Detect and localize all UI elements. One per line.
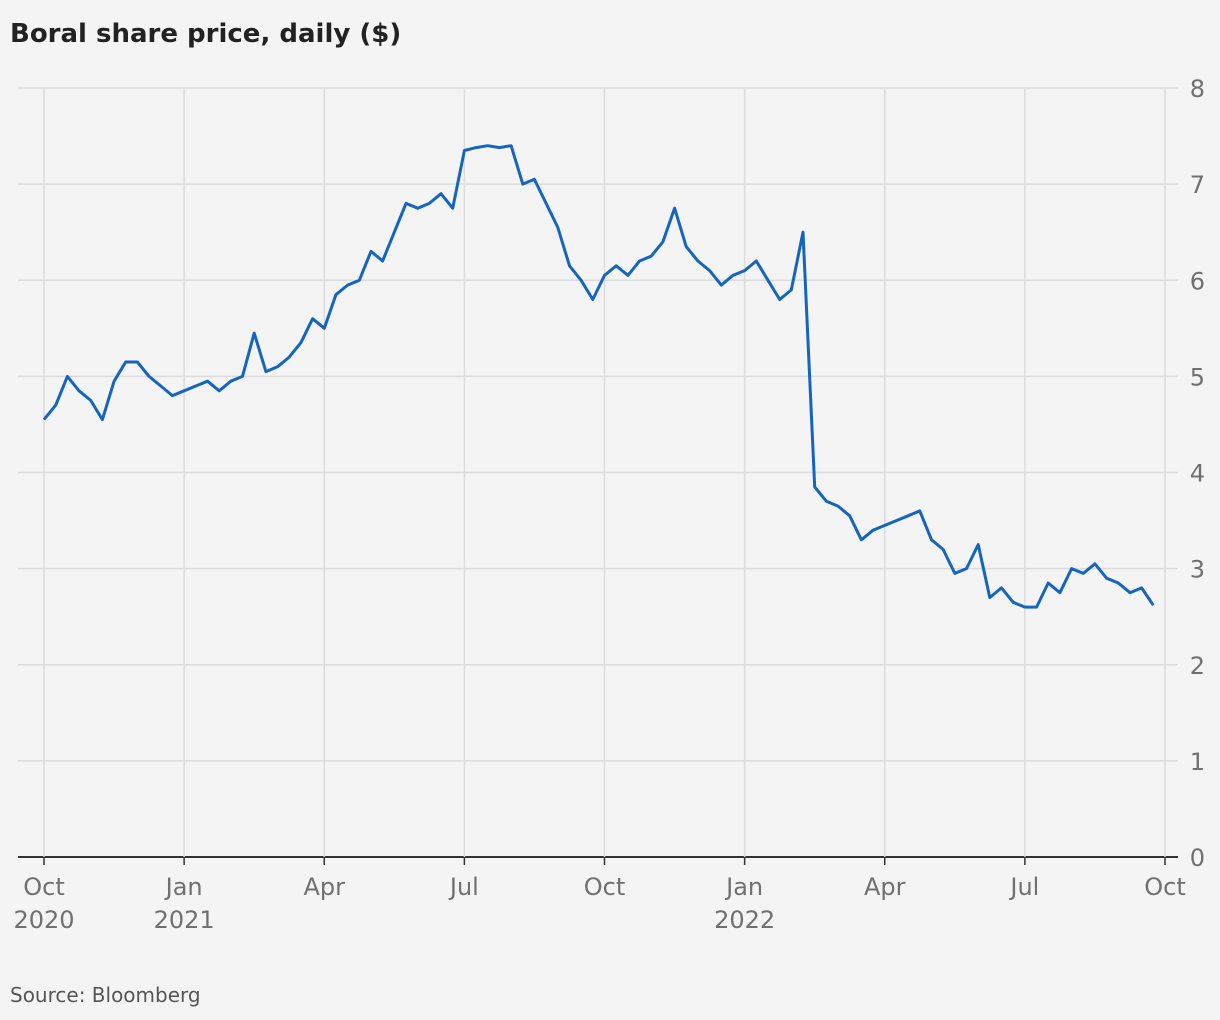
line bbox=[42, 144, 1155, 609]
x-tick-label: Jan 2022 bbox=[714, 873, 775, 934]
y-tick-label: 1 bbox=[1190, 748, 1205, 776]
source: Source: Bloomberg bbox=[10, 983, 201, 1007]
y-tick-label: 6 bbox=[1190, 267, 1205, 295]
y-tick-label: 5 bbox=[1190, 363, 1205, 391]
y-tick-label: 8 bbox=[1190, 75, 1205, 103]
x-tick-label: Oct bbox=[584, 873, 626, 901]
x-tick-label: Jan 2021 bbox=[154, 873, 215, 934]
x-tick-label: Oct bbox=[1144, 873, 1186, 901]
x-tick-label: Apr bbox=[864, 873, 906, 901]
x-tick-label: Jul bbox=[1008, 873, 1039, 901]
y-tick-label: 2 bbox=[1190, 652, 1205, 680]
y-tick-label: 7 bbox=[1190, 171, 1205, 199]
x-tick-label: Jul bbox=[448, 873, 479, 901]
y-tick-label: 4 bbox=[1190, 460, 1205, 488]
x-tick-label: Oct 2020 bbox=[13, 873, 74, 934]
y-tick-label: 0 bbox=[1190, 844, 1205, 872]
y-tick-label: 3 bbox=[1190, 556, 1205, 584]
x-tick-label: Apr bbox=[303, 873, 345, 901]
chart-title: Boral share price, daily ($) bbox=[10, 19, 401, 49]
